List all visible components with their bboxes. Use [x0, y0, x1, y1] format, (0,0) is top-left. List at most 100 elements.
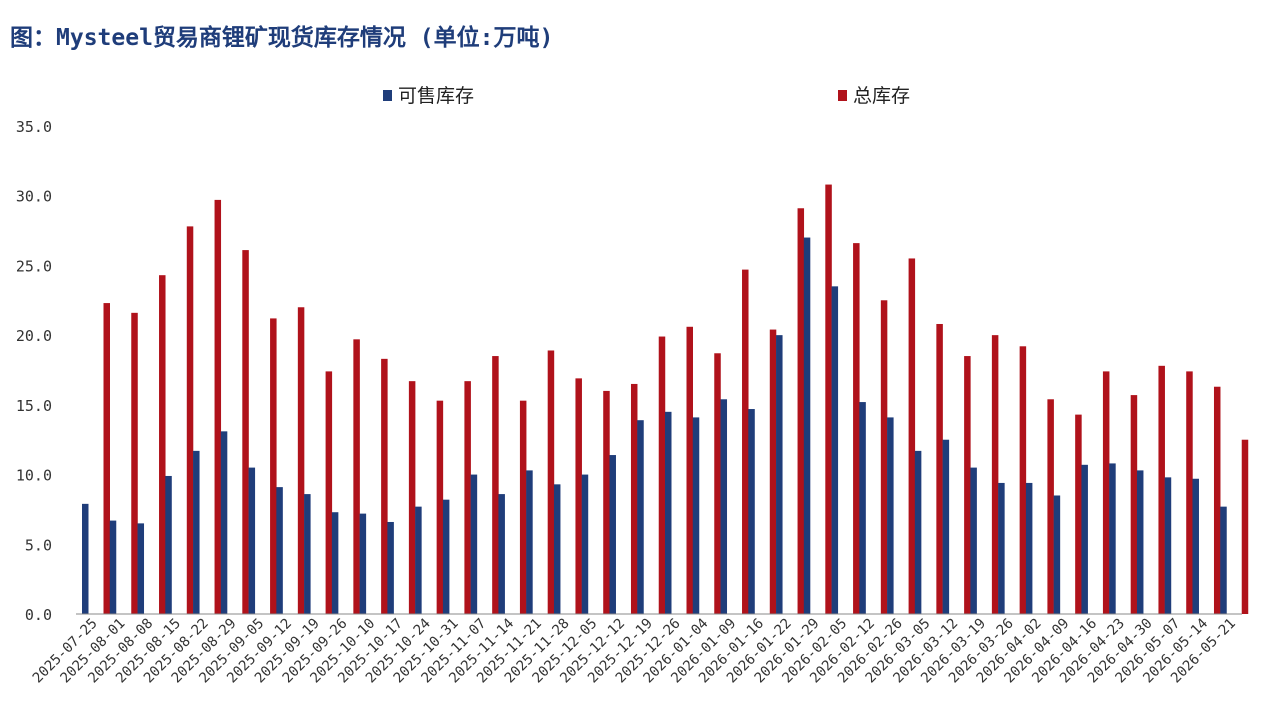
- y-axis: 0.0 5.0 10.0 15.0 20.0 25.0 30.0 35.0: [16, 118, 52, 624]
- y-tick-label: 5.0: [25, 536, 52, 554]
- bar-total: [769, 329, 777, 614]
- bar-sellable: [998, 482, 1005, 614]
- bar-total: [1241, 439, 1249, 614]
- bar-sellable: [1025, 482, 1033, 614]
- bar-total: [630, 383, 638, 614]
- x-axis: 2025-07-252025-08-012025-08-082025-08-15…: [30, 616, 1239, 687]
- bar-total: [492, 356, 499, 614]
- bars: [82, 184, 1249, 615]
- bar-sellable: [165, 475, 172, 614]
- bar-total: [825, 184, 832, 614]
- bar-sellable: [720, 399, 728, 614]
- bar-total: [464, 381, 471, 614]
- bar-total: [1019, 346, 1027, 614]
- bar-total: [1130, 395, 1138, 614]
- bar-total: [408, 381, 416, 614]
- bar-total: [936, 323, 943, 614]
- y-tick-label: 10.0: [16, 467, 52, 485]
- bar-total: [214, 199, 222, 614]
- bar-sellable: [304, 494, 311, 614]
- bar-total: [575, 378, 582, 614]
- bar-sellable: [1081, 464, 1088, 614]
- bar-total: [964, 356, 971, 614]
- bar-sellable: [581, 474, 589, 614]
- bar-total: [908, 258, 916, 614]
- bar-sellable: [1220, 506, 1227, 614]
- bar-total: [547, 350, 555, 614]
- bar-total: [186, 226, 194, 615]
- bar-total: [297, 307, 305, 614]
- bar-sellable: [415, 506, 422, 614]
- bar-total: [1102, 371, 1110, 614]
- bar-sellable: [609, 455, 616, 614]
- legend-label-total: 总库存: [853, 85, 910, 107]
- bar-sellable: [331, 512, 339, 614]
- bar-sellable: [1136, 470, 1144, 614]
- bar-sellable: [942, 439, 950, 614]
- bar-sellable: [470, 474, 478, 614]
- bar-sellable: [359, 513, 367, 614]
- bar-total: [1186, 371, 1193, 614]
- bar-sellable: [1053, 495, 1061, 614]
- bar-sellable: [859, 402, 866, 614]
- bar-sellable: [498, 494, 505, 614]
- bar-sellable: [193, 450, 200, 614]
- bar-sellable: [665, 411, 672, 614]
- bar-sellable: [748, 409, 755, 614]
- bar-total: [436, 400, 444, 614]
- bar-sellable: [914, 450, 922, 614]
- legend-label-sellable: 可售库存: [398, 85, 474, 107]
- bar-total: [742, 269, 749, 614]
- bar-sellable: [442, 499, 450, 614]
- bar-sellable: [831, 286, 839, 614]
- bar-sellable: [526, 470, 533, 614]
- y-tick-label: 30.0: [16, 188, 52, 206]
- bar-total: [1075, 414, 1082, 614]
- y-tick-label: 20.0: [16, 327, 52, 345]
- bar-sellable: [970, 467, 977, 614]
- bar-total: [658, 336, 666, 614]
- bar-total: [519, 400, 527, 614]
- chart-title: 图：Mysteel贸易商锂矿现货库存情况 (单位:万吨): [10, 25, 554, 51]
- bar-sellable: [692, 417, 700, 614]
- bar-total: [353, 339, 360, 614]
- bar-sellable: [137, 523, 145, 614]
- bar-sellable: [803, 237, 811, 615]
- y-tick-label: 35.0: [16, 118, 52, 136]
- bar-total: [159, 275, 166, 614]
- bar-sellable: [82, 503, 89, 614]
- bar-total: [131, 312, 138, 614]
- bar-sellable: [248, 467, 256, 614]
- bar-total: [686, 326, 693, 614]
- bar-sellable: [220, 431, 228, 614]
- bar-sellable: [109, 520, 117, 614]
- bar-total: [714, 353, 721, 614]
- bar-sellable: [1109, 463, 1116, 614]
- bar-total: [880, 300, 888, 614]
- legend: 可售库存 总库存: [383, 85, 910, 107]
- bar-sellable: [887, 417, 894, 614]
- y-tick-label: 25.0: [16, 257, 52, 275]
- bar-sellable: [387, 521, 394, 614]
- bar-total: [103, 303, 110, 614]
- bar-total: [1158, 365, 1165, 614]
- bar-sellable: [1164, 477, 1172, 614]
- bar-total: [853, 243, 860, 614]
- bar-sellable: [776, 335, 783, 614]
- bar-total: [242, 250, 249, 614]
- bar-total: [603, 390, 610, 614]
- bar-total: [1213, 386, 1221, 614]
- y-tick-label: 0.0: [25, 606, 52, 624]
- bar-total: [270, 318, 277, 614]
- legend-swatch-total: [838, 90, 847, 101]
- bar-sellable: [1192, 478, 1199, 614]
- bar-total: [797, 208, 805, 614]
- legend-swatch-sellable: [383, 90, 392, 101]
- bar-sellable: [637, 420, 644, 614]
- bar-total: [991, 335, 999, 614]
- bar-sellable: [553, 484, 561, 614]
- bar-total: [381, 358, 388, 614]
- bar-total: [1047, 399, 1054, 614]
- bar-total: [325, 371, 333, 614]
